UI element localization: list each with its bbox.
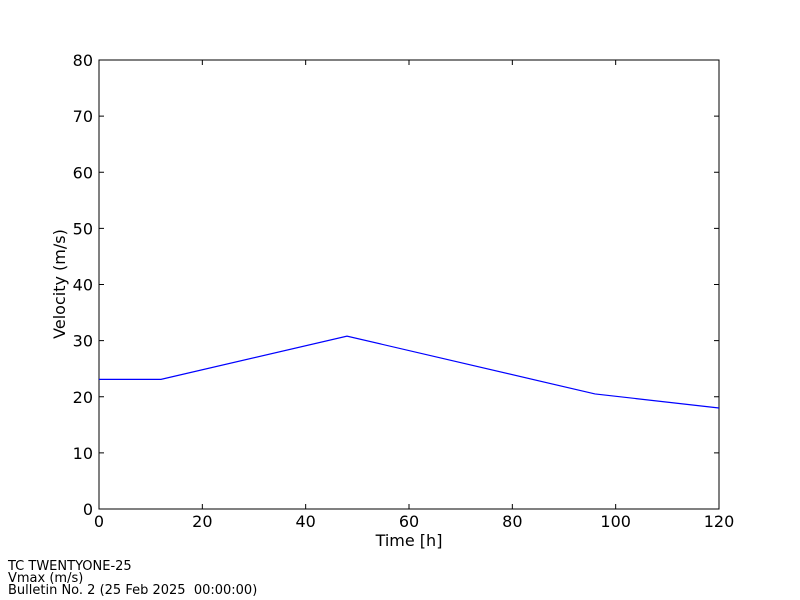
line [99,335,720,409]
footer-line: Vmax (m/s) [8,571,83,586]
x-tick-label: 120 [704,512,735,531]
x-tick-label: 40 [295,512,315,531]
y-tick-label: 60 [73,163,93,182]
x-tick-label: 60 [399,512,419,531]
footer-line: TC TWENTYONE-25 [7,559,132,574]
y-tick-label: 10 [73,444,93,463]
x-tick-label: 20 [192,512,212,531]
y-tick-label: 70 [73,107,93,126]
y-tick-label: 80 [73,51,93,70]
footer-line: Bulletin No. 2 (25 Feb 2025 00:00:00) [8,583,257,598]
y-axis-label: Velocity (m/s) [50,229,69,339]
y-tick-label: 20 [73,388,93,407]
x-tick-label: 80 [502,512,522,531]
y-tick-label: 30 [73,332,93,351]
y-tick-label: 50 [73,219,93,238]
y-tick-label: 0 [83,500,93,519]
x-tick-label: 0 [94,512,104,531]
x-axis-label: Time [h] [375,531,443,550]
y-tick-label: 40 [73,276,93,295]
x-tick-label: 100 [600,512,631,531]
plot-frame [98,59,720,510]
